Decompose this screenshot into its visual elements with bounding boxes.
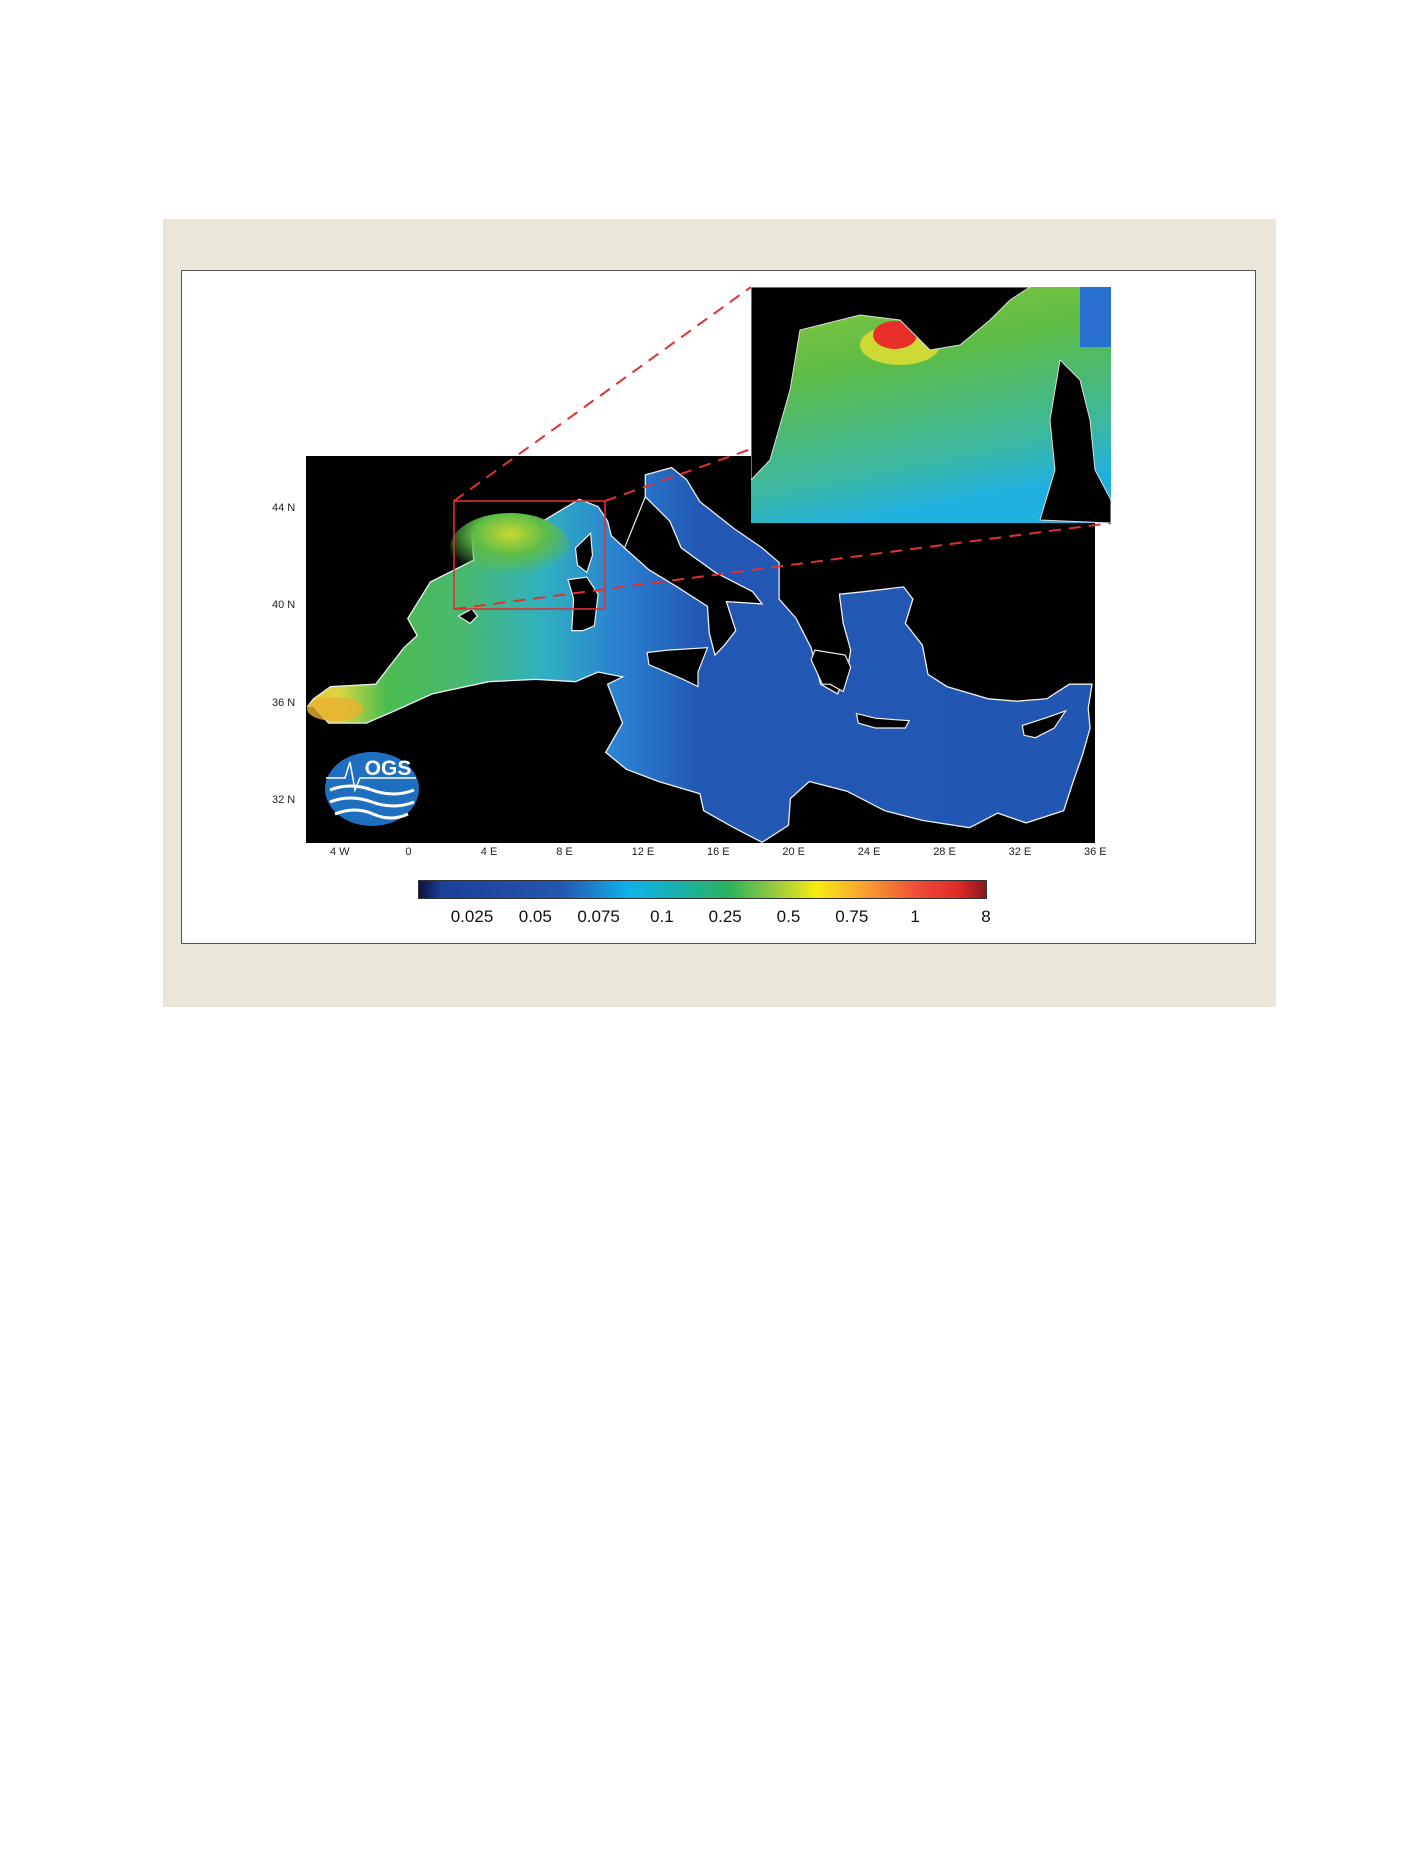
x-tick-label: 36 E: [1084, 846, 1107, 858]
y-tick-label: 32 N: [272, 793, 296, 806]
x-tick-label: 4 W: [330, 846, 350, 858]
x-tick-label: 12 E: [631, 846, 655, 858]
y-tick-label: 36 N: [272, 696, 296, 709]
colorbar-tick-label: 0.1: [650, 907, 674, 926]
colorbar: [418, 880, 987, 899]
colorbar-tick-label: 0.5: [776, 907, 801, 926]
x-tick-label: 24 E: [857, 846, 881, 858]
x-tick-label: 0: [405, 846, 412, 858]
y-tick-label: 40 N: [272, 599, 296, 612]
colorbar-tick-label: 0.025: [450, 907, 494, 926]
colorbar-tick-label: 0.75: [835, 907, 869, 926]
x-tick-label: 28 E: [933, 846, 956, 858]
colorbar-tick-label: 1: [910, 907, 920, 926]
colorbar-tick-label: 0.075: [577, 907, 620, 926]
figure-frame: [181, 270, 1256, 944]
y-tick-label: 44 N: [272, 502, 296, 514]
colorbar-tick-label: 0.05: [518, 907, 552, 926]
x-tick-label: 20 E: [782, 846, 806, 858]
colorbar-tick-label: 0.25: [708, 907, 742, 926]
x-tick-label: 16 E: [707, 846, 730, 858]
colorbar-tick-label: 8: [981, 907, 991, 926]
x-tick-label: 32 E: [1008, 846, 1032, 858]
x-tick-label: 8 E: [556, 846, 573, 858]
x-tick-label: 4 E: [480, 846, 498, 858]
